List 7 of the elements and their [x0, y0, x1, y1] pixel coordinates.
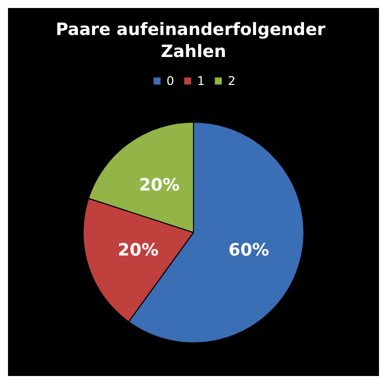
legend-label: 0: [166, 74, 174, 88]
legend-label: 1: [197, 74, 205, 88]
chart-title: Paare aufeinanderfolgender Zahlen: [56, 20, 332, 62]
data-label: 60%: [228, 240, 270, 260]
data-label: 20%: [118, 240, 158, 260]
data-label: 20%: [138, 175, 180, 196]
legend-label: 2: [228, 74, 236, 88]
